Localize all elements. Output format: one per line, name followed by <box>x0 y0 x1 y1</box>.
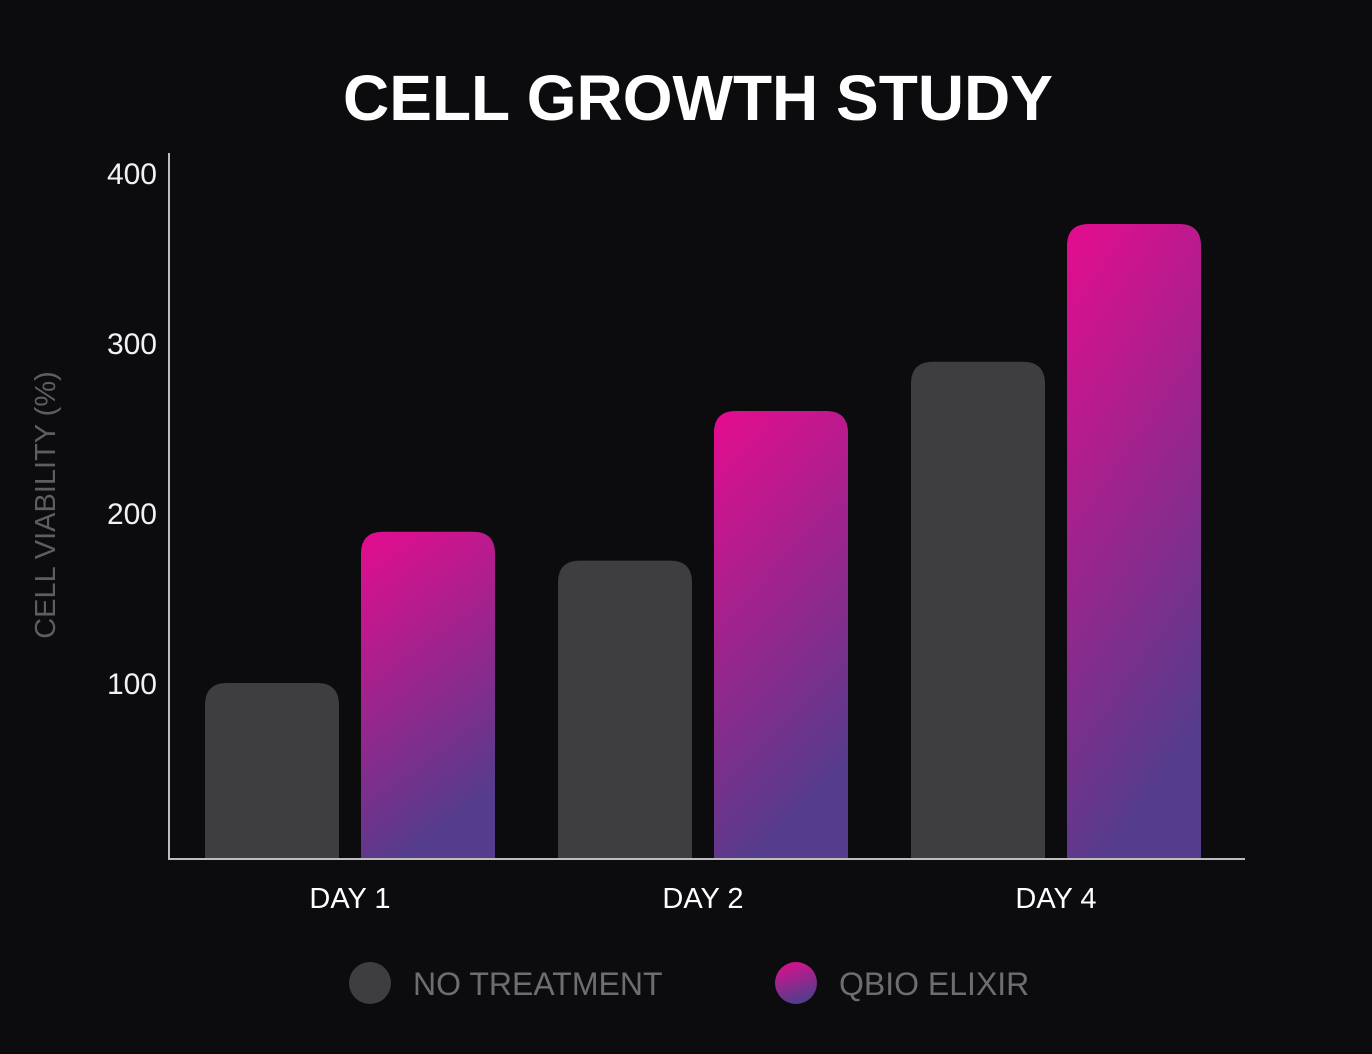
legend-swatch-no-treatment <box>349 962 391 1004</box>
x-tick-label: DAY 4 <box>1015 883 1096 915</box>
legend-label-no-treatment: NO TREATMENT <box>413 966 662 1002</box>
y-tick-label: 300 <box>107 328 157 361</box>
chart-title: CELL GROWTH STUDY <box>343 62 1053 134</box>
x-tick-label: DAY 2 <box>662 883 743 915</box>
bar-qbio-elixir-day-4 <box>1067 224 1201 858</box>
bar-no-treatment-day-2 <box>558 560 692 858</box>
y-tick-label: 100 <box>107 668 157 701</box>
bar-no-treatment-day-1 <box>205 683 339 858</box>
bar-no-treatment-day-4 <box>911 361 1045 858</box>
legend-swatch-qbio-elixir <box>775 962 817 1004</box>
legend-label-qbio-elixir: QBIO ELIXIR <box>839 966 1029 1002</box>
y-tick-label: 200 <box>107 498 157 531</box>
x-tick-label: DAY 1 <box>309 883 390 915</box>
y-tick-label: 400 <box>107 158 157 191</box>
bar-qbio-elixir-day-1 <box>361 531 495 858</box>
bar-qbio-elixir-day-2 <box>714 411 848 858</box>
y-axis-label: CELL VIABILITY (%) <box>30 371 62 639</box>
